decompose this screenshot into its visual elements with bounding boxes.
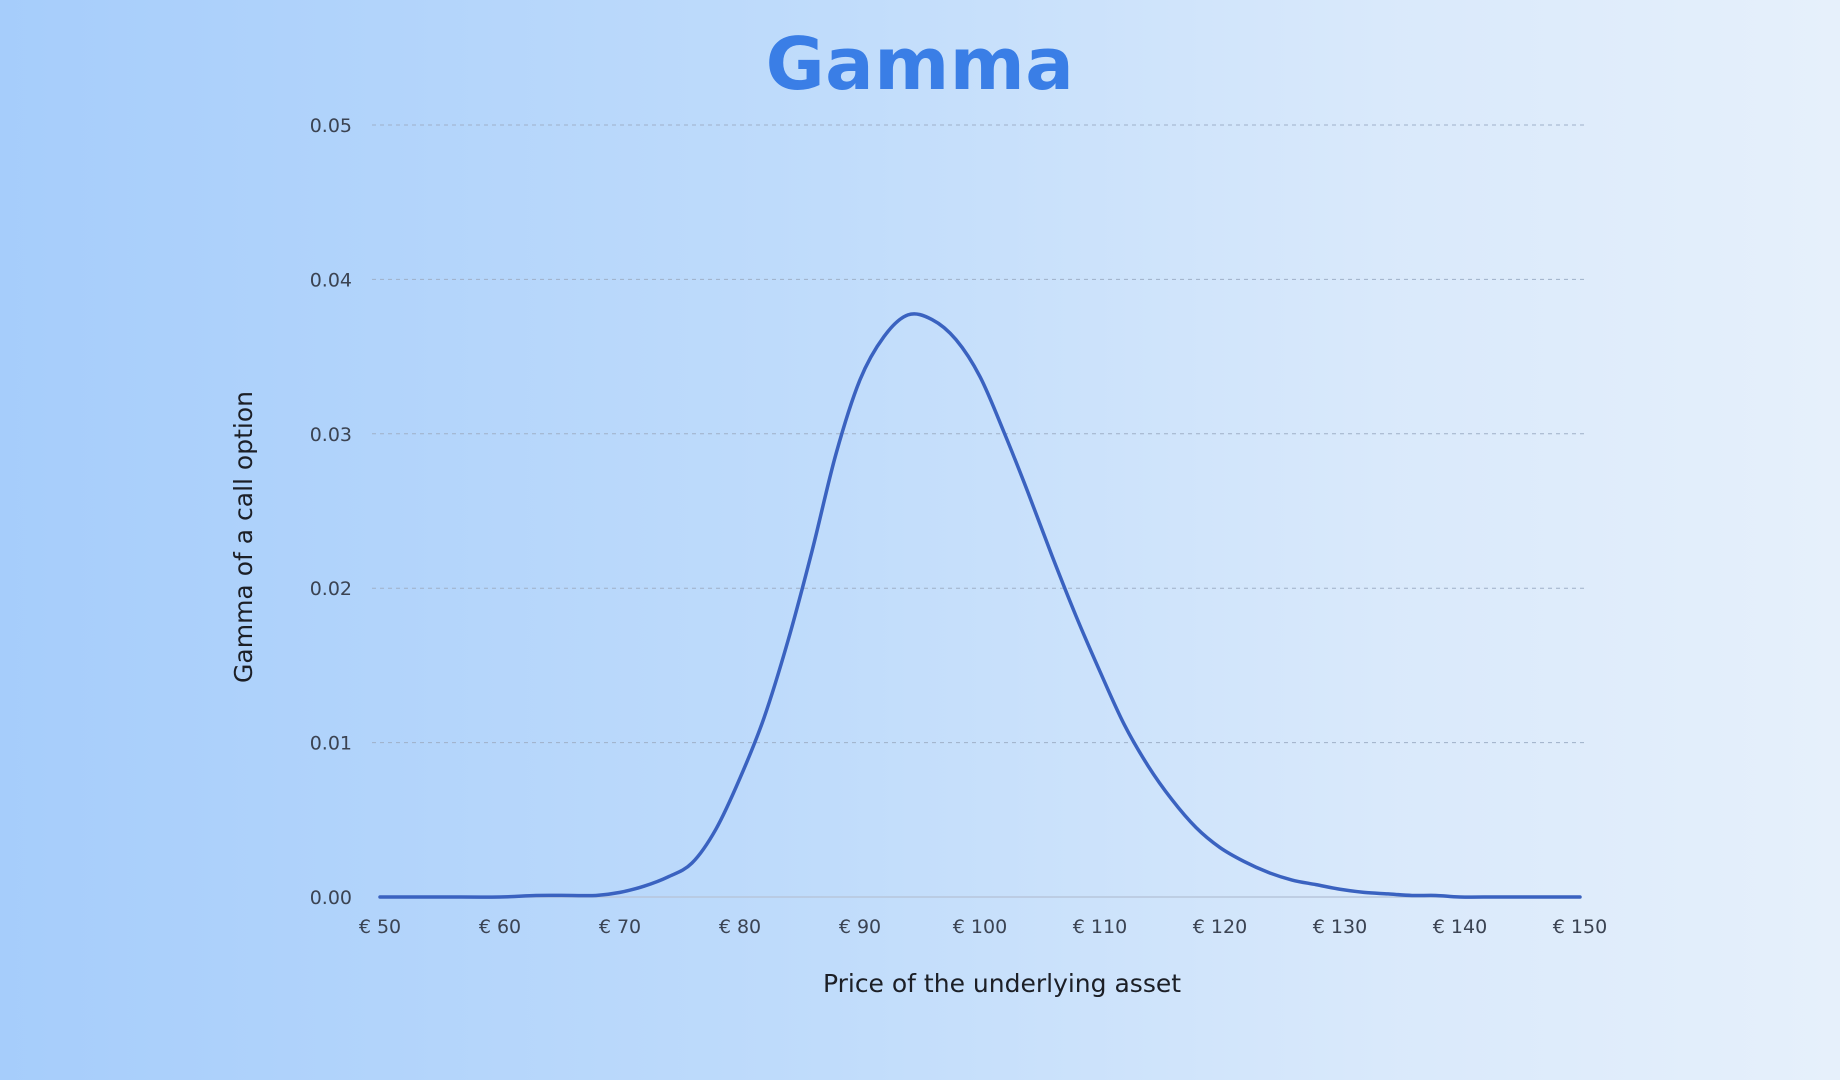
x-tick-label: € 110: [1073, 916, 1127, 938]
x-tick-label: € 140: [1433, 916, 1487, 938]
x-tick-label: € 70: [599, 916, 641, 938]
x-tick-label: € 150: [1553, 916, 1607, 938]
x-tick-label: € 130: [1313, 916, 1367, 938]
y-tick-label: 0.02: [310, 578, 352, 600]
x-axis-ticks: € 50 € 60 € 70 € 80 € 90 € 100 € 110 € 120 € 130…: [359, 916, 1607, 938]
chart-title: Gamma: [765, 22, 1075, 106]
x-tick-label: € 100: [953, 916, 1007, 938]
x-tick-label: € 120: [1193, 916, 1247, 938]
x-tick-label: € 60: [479, 916, 521, 938]
y-tick-label: 0.05: [310, 115, 352, 137]
x-tick-label: € 90: [839, 916, 881, 938]
y-axis-label: Gamma of a call option: [229, 391, 258, 683]
x-tick-label: € 50: [359, 916, 401, 938]
y-tick-label: 0.03: [310, 424, 352, 446]
y-axis-ticks: 0.00 0.01 0.02 0.03 0.04 0.05: [310, 115, 352, 909]
x-axis-label: Price of the underlying asset: [823, 969, 1181, 998]
gridlines: [372, 124, 1584, 744]
y-tick-label: 0.04: [310, 269, 352, 291]
gamma-curve-line: [378, 312, 1582, 899]
y-tick-label: 0.00: [310, 887, 352, 909]
x-tick-label: € 80: [719, 916, 761, 938]
y-tick-label: 0.01: [310, 733, 352, 755]
